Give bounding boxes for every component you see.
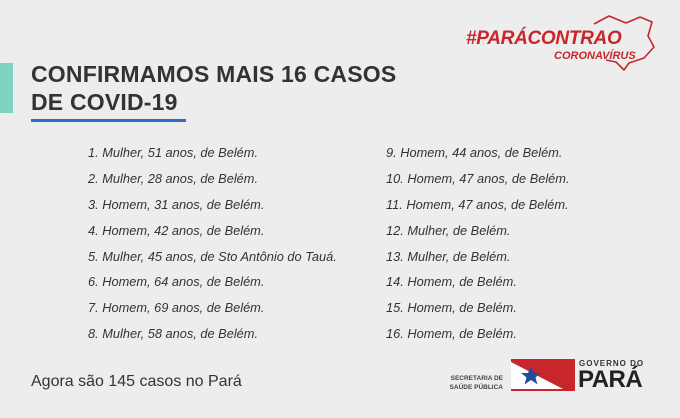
list-item: 11. Homem, 47 anos, de Belém. xyxy=(386,196,569,212)
headline-line2: DE COVID-19 xyxy=(31,89,178,115)
list-item: 15. Homem, de Belém. xyxy=(386,300,517,316)
total-cases-text: Agora são 145 casos no Pará xyxy=(31,373,242,390)
campaign-logo: #PARÁCONTRAO CORONAVÍRUS xyxy=(466,14,666,72)
para-state-outline-icon xyxy=(593,15,655,71)
list-item: 4. Homem, 42 anos, de Belém. xyxy=(88,222,265,238)
list-item: 16. Homem, de Belém. xyxy=(386,326,517,342)
list-item: 12. Mulher, de Belém. xyxy=(386,222,511,238)
list-item: 14. Homem, de Belém. xyxy=(386,274,517,290)
secretaria-line2: SAÚDE PÚBLICA xyxy=(449,384,503,391)
headline-underline xyxy=(31,119,186,122)
cases-list: 1. Mulher, 51 anos, de Belém. 2. Mulher,… xyxy=(0,140,680,350)
governo-para-wordmark: PARÁ xyxy=(578,366,643,393)
campaign-hashtag: #PARÁCONTRAO xyxy=(466,28,622,49)
cases-column-right: 9. Homem, 44 anos, de Belém. 10. Homem, … xyxy=(386,140,570,347)
list-item: 7. Homem, 69 anos, de Belém. xyxy=(88,300,265,316)
list-item: 13. Mulher, de Belém. xyxy=(386,248,511,264)
secretaria-logo-text: SECRETARIA DE SAÚDE PÚBLICA xyxy=(449,374,503,392)
governo-label: GOVERNO DO xyxy=(579,359,645,368)
headline: CONFIRMAMOS MAIS 16 CASOS DE COVID-19 xyxy=(31,60,396,116)
list-item: 10. Homem, 47 anos, de Belém. xyxy=(386,170,570,186)
list-item: 8. Mulher, 58 anos, de Belém. xyxy=(88,326,259,342)
list-item: 5. Mulher, 45 anos, de Sto Antônio do Ta… xyxy=(88,248,337,264)
list-item: 1. Mulher, 51 anos, de Belém. xyxy=(88,145,259,160)
cases-column-left: 1. Mulher, 51 anos, de Belém. 2. Mulher,… xyxy=(88,140,337,347)
para-flag-icon xyxy=(511,359,575,391)
campaign-subtitle: CORONAVÍRUS xyxy=(554,50,636,62)
secretaria-line1: SECRETARIA DE xyxy=(450,375,503,382)
list-item: 2. Mulher, 28 anos, de Belém. xyxy=(88,170,259,186)
list-item: 9. Homem, 44 anos, de Belém. xyxy=(386,145,563,160)
list-item: 6. Homem, 64 anos, de Belém. xyxy=(88,274,265,290)
list-item: 3. Homem, 31 anos, de Belém. xyxy=(88,196,265,212)
accent-bar xyxy=(0,63,13,113)
headline-line1: CONFIRMAMOS MAIS 16 CASOS xyxy=(31,61,397,87)
